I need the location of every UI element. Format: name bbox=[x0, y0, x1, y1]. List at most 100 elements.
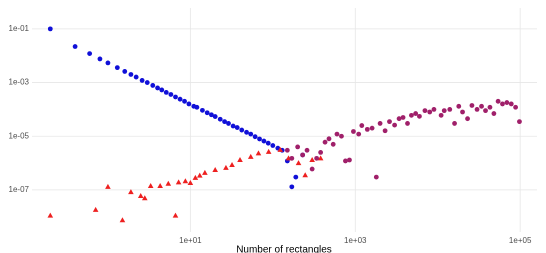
point bbox=[343, 158, 348, 164]
triangle-point bbox=[172, 212, 179, 218]
triangle-point bbox=[141, 195, 148, 201]
point bbox=[212, 114, 218, 119]
triangle-point bbox=[255, 150, 262, 156]
point bbox=[438, 112, 444, 118]
point bbox=[387, 119, 392, 125]
point bbox=[186, 101, 192, 107]
triangle-point bbox=[247, 153, 254, 159]
point bbox=[504, 100, 510, 105]
triangle-point bbox=[119, 217, 126, 223]
point bbox=[200, 107, 205, 113]
point bbox=[122, 69, 128, 74]
point bbox=[222, 119, 227, 125]
y-tick-label: 1e-07 bbox=[9, 185, 30, 194]
point bbox=[427, 109, 433, 115]
triangle-point bbox=[182, 178, 189, 184]
point bbox=[87, 51, 93, 56]
point bbox=[364, 126, 370, 132]
triangle-point bbox=[192, 174, 199, 180]
triangle-point bbox=[302, 172, 308, 178]
point bbox=[460, 109, 465, 115]
point bbox=[339, 133, 344, 139]
x-axis-label: Number of rectangles bbox=[236, 245, 332, 253]
point bbox=[314, 155, 320, 161]
y-tick-label: 1e-05 bbox=[9, 131, 30, 140]
point bbox=[465, 116, 470, 122]
point bbox=[47, 26, 53, 32]
point bbox=[405, 121, 410, 126]
triangle-point bbox=[137, 193, 144, 199]
point bbox=[359, 123, 365, 128]
point bbox=[373, 174, 379, 180]
point bbox=[226, 121, 231, 126]
triangle-point bbox=[295, 160, 302, 166]
point bbox=[456, 103, 462, 109]
point bbox=[155, 85, 160, 91]
point bbox=[204, 110, 210, 116]
triangle-point bbox=[223, 164, 229, 170]
triangle-point bbox=[212, 167, 218, 173]
triangle-point bbox=[237, 157, 243, 163]
x-tick-label: 1e+03 bbox=[344, 236, 367, 245]
point bbox=[139, 78, 145, 83]
point bbox=[474, 106, 480, 112]
point bbox=[177, 96, 183, 102]
point bbox=[508, 101, 514, 107]
point bbox=[491, 111, 497, 116]
point bbox=[144, 80, 150, 85]
triangle-point bbox=[47, 212, 54, 218]
point bbox=[369, 125, 375, 131]
triangle-point bbox=[196, 172, 203, 178]
point bbox=[114, 65, 120, 71]
point bbox=[351, 129, 356, 134]
point bbox=[293, 174, 299, 180]
point bbox=[168, 92, 174, 97]
point bbox=[322, 139, 328, 145]
point bbox=[356, 131, 362, 137]
point bbox=[234, 125, 240, 130]
point bbox=[159, 87, 165, 93]
triangle-point bbox=[165, 180, 172, 186]
point bbox=[392, 122, 398, 128]
point bbox=[396, 116, 402, 122]
point bbox=[417, 113, 422, 119]
point bbox=[318, 149, 324, 155]
point bbox=[400, 115, 406, 120]
triangle-point bbox=[105, 183, 111, 189]
point bbox=[289, 184, 295, 190]
point bbox=[513, 104, 518, 110]
point bbox=[182, 98, 187, 104]
point bbox=[295, 144, 301, 150]
point bbox=[431, 106, 437, 112]
point bbox=[495, 98, 501, 104]
triangle-point bbox=[147, 182, 154, 188]
point bbox=[479, 103, 484, 109]
point bbox=[163, 89, 169, 95]
point bbox=[217, 116, 223, 122]
point bbox=[300, 152, 306, 158]
point bbox=[284, 147, 290, 153]
triangle-point bbox=[309, 157, 315, 163]
point bbox=[500, 101, 505, 107]
x-tick-label: 1e+01 bbox=[179, 236, 202, 245]
triangle-point bbox=[317, 155, 324, 161]
y-tick-label: 1e-03 bbox=[9, 78, 30, 87]
triangle-point bbox=[187, 180, 194, 186]
point bbox=[304, 147, 310, 153]
point bbox=[239, 127, 245, 133]
point bbox=[244, 129, 249, 135]
point bbox=[248, 131, 254, 137]
point bbox=[194, 104, 200, 110]
point bbox=[97, 56, 103, 62]
point bbox=[334, 131, 340, 137]
point bbox=[309, 166, 315, 172]
point bbox=[265, 140, 271, 146]
y-tick-label: 1e-01 bbox=[9, 24, 30, 33]
triangle-point bbox=[128, 189, 134, 195]
point bbox=[422, 108, 428, 114]
point bbox=[72, 44, 78, 49]
triangle-point bbox=[265, 148, 272, 154]
point bbox=[447, 106, 453, 112]
triangle-point bbox=[157, 182, 163, 188]
